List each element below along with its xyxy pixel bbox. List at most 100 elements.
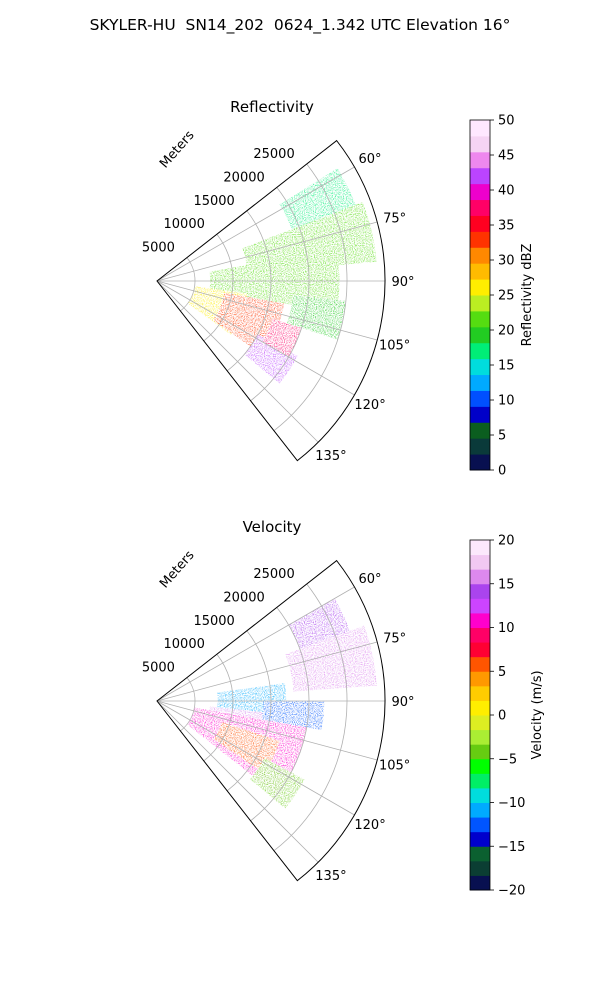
velocity-title: Velocity (243, 518, 302, 536)
colorbar-segment (470, 583, 490, 599)
reflectivity-panel: Reflectivity 60° 75° 90° 105° 120° 135° 5000 10… (142, 98, 535, 479)
azimuth-tick-label: 90° (391, 275, 414, 290)
colorbar-segment (470, 454, 490, 471)
azimuth-gridline (156, 280, 355, 396)
colorbar-segment (470, 183, 490, 201)
colorbar-tick-label: −20 (498, 884, 525, 899)
colorbar-tick-label: −5 (498, 752, 517, 767)
colorbar-segment (470, 802, 490, 818)
colorbar-segment (470, 846, 490, 862)
colorbar-segment (470, 642, 490, 658)
reflectivity-colorbar: 0 5 10 15 20 25 30 35 40 45 50 (469, 114, 515, 479)
colorbar-segment (470, 671, 490, 687)
azimuth-tick-label: 120° (354, 398, 385, 413)
azimuth-gridline (156, 700, 319, 863)
colorbar-segment (470, 279, 490, 296)
colorbar-tick-label: 15 (498, 577, 515, 592)
colorbar-segment (470, 569, 490, 585)
colorbar-tick-label: 10 (498, 621, 515, 636)
colorbar-segment (470, 685, 490, 701)
colorbar-segment (470, 773, 490, 789)
range-tick-label: 20000 (223, 170, 264, 185)
colorbar-tick-label: 45 (498, 149, 515, 164)
colorbar-tick-label: 5 (498, 665, 506, 680)
colorbar-segment (470, 612, 490, 628)
colorbar-segment (470, 247, 490, 264)
reflectivity-grid (156, 139, 386, 462)
range-tick-label: 20000 (223, 590, 264, 605)
colorbar-segment (470, 422, 490, 439)
range-tick-label: 5000 (142, 241, 175, 256)
range-ring (250, 187, 310, 402)
colorbar-segment (470, 215, 490, 232)
colorbar-segment (470, 875, 490, 891)
colorbar-tick-label: 30 (498, 254, 515, 269)
colorbar-segment (470, 715, 490, 731)
colorbar-segment (470, 817, 490, 833)
colorbar-tick-label: 10 (498, 394, 515, 409)
colorbar-segment (470, 787, 490, 803)
range-tick-label: 10000 (164, 217, 205, 232)
azimuth-gridline (156, 166, 355, 282)
azimuth-tick-label: 120° (354, 818, 385, 833)
range-ring (273, 163, 348, 432)
colorbar-segment (470, 199, 490, 216)
colorbar-segment (470, 860, 490, 876)
velocity-colorbar: −20 −15 −10 −5 0 5 10 15 20 (469, 534, 525, 899)
reflectivity-title: Reflectivity (230, 98, 314, 116)
figure-title: SKYLER-HU SN14_202 0624_1.342 UTC Elevat… (89, 16, 511, 34)
velocity-panel: Velocity 60° 75° 90° 105° 120° 135° 5000 10000 1… (142, 518, 545, 899)
range-ring (226, 630, 272, 792)
colorbar-tick-label: 20 (498, 534, 515, 549)
range-tick-label: 25000 (253, 147, 294, 162)
colorbar-segment (470, 326, 490, 344)
colorbar-segment (470, 744, 490, 760)
azimuth-tick-label: 60° (359, 152, 382, 167)
colorbar-segment (470, 358, 490, 376)
azimuth-tick-label: 135° (315, 869, 346, 884)
colorbar-segment (470, 700, 490, 716)
colorbar-tick-label: −15 (498, 840, 525, 855)
colorbar-segment (470, 263, 490, 280)
velocity-echo-field (186, 598, 377, 809)
azimuth-gridline (156, 280, 378, 341)
colorbar-segment (470, 406, 490, 423)
colorbar-segment (470, 374, 490, 391)
range-ring (250, 607, 310, 822)
range-ring (226, 210, 272, 372)
colorbar-segment (470, 167, 490, 185)
range-tick-label: 25000 (253, 567, 294, 582)
range-ring (180, 257, 196, 312)
colorbar-tick-label: 20 (498, 324, 515, 339)
azimuth-gridline (156, 586, 355, 702)
colorbar-segment (470, 135, 490, 153)
range-tick-label: 15000 (193, 614, 234, 629)
azimuth-tick-label: 60° (359, 572, 382, 587)
colorbar-segment (470, 598, 490, 614)
colorbar-segment (470, 729, 490, 745)
range-ring (273, 583, 348, 852)
colorbar-tick-label: 0 (498, 464, 506, 479)
colorbar-segment (470, 540, 490, 556)
colorbar-segment (470, 438, 490, 455)
sector-frame (156, 559, 386, 882)
colorbar-segment (470, 390, 490, 407)
colorbar-segment (470, 120, 490, 137)
colorbar-tick-label: 0 (498, 709, 506, 724)
azimuth-tick-label: 75° (383, 631, 406, 646)
colorbar-tick-label: −10 (498, 796, 525, 811)
velocity-colorbar-label: Velocity (m/s) (530, 670, 545, 759)
colorbar-segment (470, 831, 490, 847)
echo-region (288, 598, 350, 650)
colorbar-tick-label: 50 (498, 114, 515, 129)
sector-frame (156, 139, 386, 462)
colorbar-segment (470, 342, 490, 360)
colorbar-segment (470, 295, 490, 312)
azimuth-tick-label: 75° (383, 211, 406, 226)
range-ring (203, 233, 234, 342)
colorbar-segment (470, 231, 490, 248)
range-tick-label: 15000 (193, 194, 234, 209)
azimuth-tick-label: 90° (391, 695, 414, 710)
colorbar-segment (470, 554, 490, 570)
